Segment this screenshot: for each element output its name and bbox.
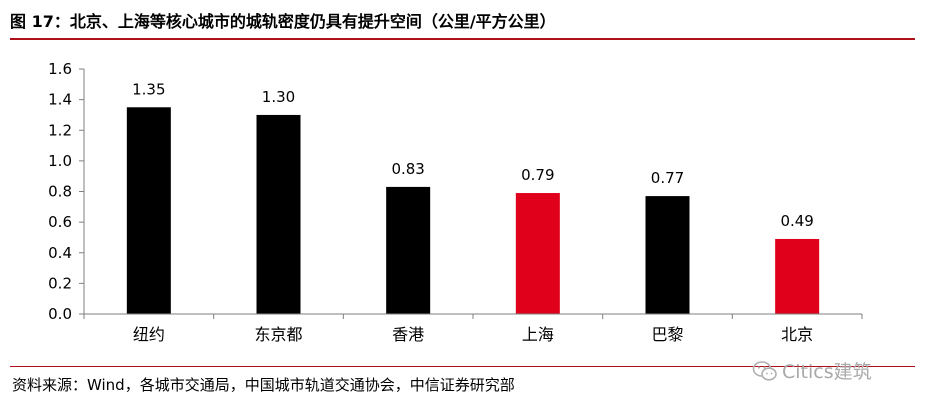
bar-5 [645,196,690,314]
y-tick-label: 0.0 [48,305,72,323]
y-tick-label: 1.4 [48,91,72,109]
data-label: 1.35 [132,80,165,98]
x-tick-label: 上海 [522,325,554,344]
bar-2 [256,114,301,314]
y-tick-label: 1.6 [48,60,72,78]
chart-title: 图 17：北京、上海等核心城市的城轨密度仍具有提升空间（公里/平方公里） [10,12,556,31]
title-divider [10,38,915,40]
source-note: 资料来源：Wind，各城市交通局，中国城市轨道交通协会，中信证券研究部 [12,376,515,394]
y-tick-label: 1.0 [48,152,72,170]
y-axis: 0.0 0.2 0.4 0.6 0.8 1.0 1.2 1.4 1.6 [48,60,85,323]
y-tick-label: 1.2 [48,121,72,139]
data-label: 0.79 [521,166,554,184]
bar-4 [515,193,560,314]
data-label: 0.83 [391,160,424,178]
data-label: 0.49 [780,212,813,230]
watermark: Citics建筑 [752,357,872,384]
x-tick-label: 东京都 [254,325,302,344]
y-tick-label: 0.2 [48,274,72,292]
y-tick-label: 0.4 [48,244,72,262]
y-tick-label: 0.8 [48,183,72,201]
bar-6 [775,238,820,314]
watermark-text: Citics建筑 [782,361,872,383]
bar-3 [386,186,431,314]
x-tick-label: 巴黎 [651,325,683,344]
bars [126,107,820,314]
x-tick-label: 纽约 [133,325,165,344]
data-label: 1.30 [262,88,295,106]
y-tick-label: 0.6 [48,213,72,231]
x-axis: 纽约 东京都 香港 上海 巴黎 北京 [83,313,863,344]
data-label: 0.77 [651,169,684,187]
x-tick-label: 香港 [392,325,424,344]
wechat-icon [752,360,777,381]
bar-1 [126,107,171,314]
value-labels: 1.35 1.30 0.83 0.79 0.77 0.49 [132,80,814,230]
source-divider [10,366,915,367]
x-tick-label: 北京 [781,325,813,344]
bar-chart: 0.0 0.2 0.4 0.6 0.8 1.0 1.2 1.4 1.6 1.35 1.30 0.83… [48,60,863,344]
